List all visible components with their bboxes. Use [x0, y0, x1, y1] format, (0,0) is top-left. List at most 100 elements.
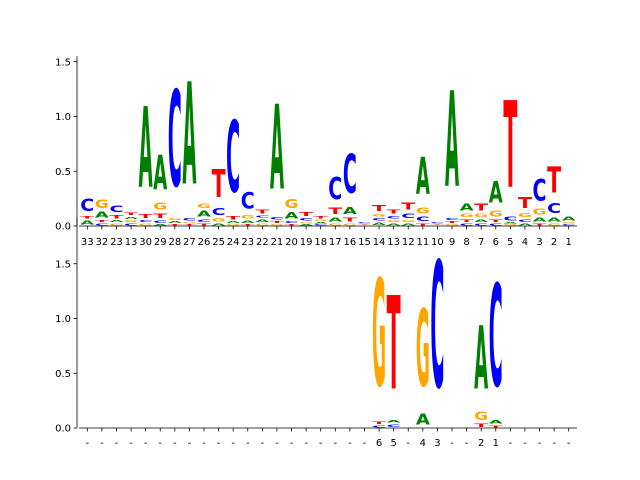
logo-letter-G: G: [182, 222, 196, 224]
logo-letter-T: T: [124, 212, 138, 216]
logo-letter-G: G: [387, 220, 401, 223]
x-tick-label: 3: [434, 438, 440, 449]
logo-letter-C: C: [197, 219, 211, 223]
logo-letter-C: C: [474, 223, 488, 226]
x-tick-label: 28: [168, 237, 181, 248]
logo-letter-C: C: [226, 100, 240, 215]
logo-letter-C: C: [80, 196, 94, 216]
logo-letter-A: A: [153, 147, 167, 201]
logo-letter-G: G: [168, 217, 182, 220]
x-tick-label: 21: [271, 237, 284, 248]
logo-letter-T: T: [168, 224, 182, 226]
logo-letter-T: T: [270, 221, 284, 224]
logo-letter-A: A: [387, 420, 402, 424]
x-tick-label: 20: [285, 237, 298, 248]
x-tick-label: 5: [390, 438, 396, 449]
logo-letter-T: T: [547, 159, 561, 201]
x-tick-label: 12: [402, 237, 415, 248]
logo-letter-T: T: [460, 219, 474, 223]
x-tick-label: -: [217, 438, 221, 449]
x-tick-label: 26: [198, 237, 211, 248]
logo-letter-G: G: [562, 222, 576, 224]
x-tick-label: 24: [227, 237, 240, 248]
logo-letter-T: T: [182, 224, 196, 226]
x-tick-label: 5: [507, 237, 513, 248]
logo-letter-A: A: [314, 222, 328, 224]
logo-letter-C: C: [285, 221, 299, 224]
logo-letter-G: G: [372, 249, 386, 420]
logo-letter-A: A: [153, 224, 167, 226]
top-logo-panel: 0.00.51.01.533ATC32CTAG23GATC13CGAT30GCT…: [55, 53, 577, 248]
logo-letter-C: C: [328, 172, 342, 207]
logo-letter-T: T: [197, 223, 211, 226]
logo-letter-C: C: [109, 205, 123, 215]
logo-letter-A: A: [489, 176, 503, 210]
logo-letter-T: T: [489, 219, 503, 223]
logo-letter-C: C: [503, 215, 517, 221]
logo-letter-C: C: [518, 219, 532, 223]
x-tick-label: 3: [536, 237, 542, 248]
logo-letter-G: G: [533, 208, 547, 217]
x-tick-label: 8: [463, 237, 469, 248]
logo-letter-C: C: [95, 223, 109, 226]
logo-letter-G: G: [445, 224, 459, 226]
logo-letter-A: A: [109, 220, 123, 223]
x-tick-label: -: [290, 438, 294, 449]
logo-letter-G: G: [299, 222, 313, 224]
logo-letter-A: A: [182, 53, 196, 217]
logo-letter-G: G: [314, 219, 328, 221]
y-tick-label: 1.5: [55, 259, 71, 270]
logo-letter-T: T: [241, 224, 255, 226]
logo-letter-A: A: [124, 216, 138, 219]
logo-letter-T: T: [489, 425, 503, 428]
x-tick-label: -: [100, 438, 104, 449]
logo-letter-A: A: [285, 211, 299, 221]
x-tick-label: -: [348, 438, 352, 449]
x-tick-label: 4: [420, 438, 426, 449]
logo-letter-C: C: [489, 223, 503, 226]
logo-letter-C: C: [314, 224, 328, 226]
logo-letter-A: A: [401, 223, 415, 226]
logo-letter-T: T: [226, 215, 241, 221]
x-tick-label: 23: [110, 237, 123, 248]
logo-letter-A: A: [489, 420, 504, 425]
x-tick-label: -: [231, 438, 235, 449]
logo-letter-G: G: [343, 223, 357, 226]
x-tick-label: 1: [493, 438, 499, 449]
x-tick-label: 29: [154, 237, 167, 248]
x-tick-label: -: [567, 438, 571, 449]
logo-letter-T: T: [401, 201, 415, 212]
x-tick-label: -: [202, 438, 206, 449]
logo-letter-A: A: [533, 217, 548, 223]
x-tick-label: -: [85, 438, 89, 449]
logo-letter-T: T: [343, 216, 358, 223]
x-tick-label: 11: [416, 237, 429, 248]
x-tick-label: 17: [329, 237, 342, 248]
logo-letter-G: G: [124, 220, 138, 223]
x-tick-label: 14: [373, 237, 386, 248]
logo-letter-T: T: [95, 220, 109, 223]
logo-letter-A: A: [139, 84, 153, 212]
logo-letter-C: C: [533, 173, 547, 207]
logo-letter-A: A: [212, 223, 226, 226]
y-tick-label: 1.0: [55, 112, 71, 123]
y-tick-label: 0.0: [55, 222, 71, 233]
logo-letter-T: T: [387, 208, 402, 215]
logo-letter-A: A: [241, 220, 256, 224]
logo-letter-T: T: [445, 221, 459, 224]
logo-letter-C: C: [562, 224, 576, 226]
logo-letter-C: C: [460, 223, 474, 226]
logo-letter-A: A: [474, 219, 489, 223]
x-tick-label: -: [275, 438, 279, 449]
bottom-logo-panel: 0.00.51.01.5- - - - - - - - - - - - - - - - - - - -6CTG5CAT…: [55, 217, 577, 449]
logo-letter-T: T: [430, 224, 444, 225]
logo-letter-T: T: [255, 208, 270, 215]
logo-letter-G: G: [474, 410, 488, 422]
logo-letter-G: G: [285, 197, 299, 211]
logo-letter-T: T: [372, 421, 386, 425]
logo-letter-A: A: [168, 221, 182, 224]
logo-letter-T: T: [474, 422, 489, 428]
logo-letter-G: G: [109, 223, 123, 226]
x-tick-label: -: [450, 438, 454, 449]
logo-letter-A: A: [416, 148, 430, 207]
